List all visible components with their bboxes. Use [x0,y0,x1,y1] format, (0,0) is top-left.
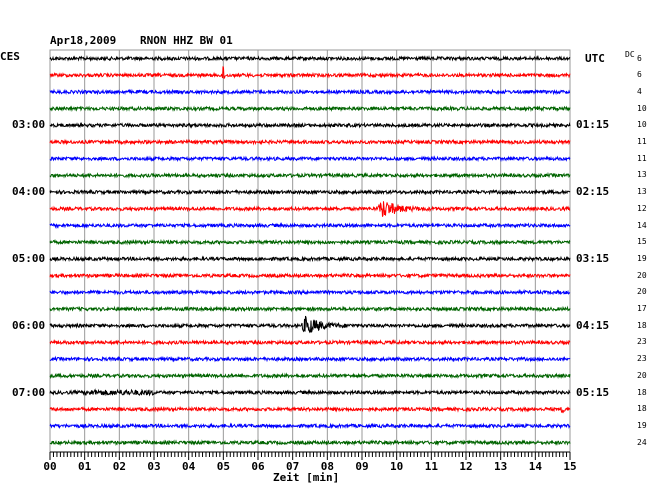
seismic-trace [49,372,571,380]
x-tick-label: 14 [529,460,543,473]
seismic-trace [49,188,571,196]
dc-offset-value: 20 [637,270,647,280]
trace-group [49,54,571,447]
x-tick-label: 05 [217,460,230,473]
seismic-trace [49,222,571,230]
right-hour-label: 05:15 [576,385,610,399]
seismic-trace [49,54,571,62]
dc-offset-value: 13 [637,187,647,197]
seismic-trace [49,105,571,113]
dc-offset-value: 10 [637,120,647,130]
right-hour-label: 02:15 [576,185,610,199]
right-hour-label: 01:15 [576,118,610,132]
x-tick-label: 03 [147,460,160,473]
dc-offset-value: 12 [637,203,647,213]
dc-offset-value: 10 [637,103,647,113]
x-tick-label: 13 [494,460,507,473]
seismic-trace [49,66,571,79]
dc-offset-value: 20 [637,287,647,297]
dc-offset-value: 13 [637,170,647,180]
right-hour-label: 03:15 [576,251,610,265]
left-hour-label: 06:00 [12,318,46,332]
dc-offset-value: 6 [637,70,642,80]
seismic-trace [49,288,571,296]
x-tick-label: 15 [563,460,576,473]
left-hour-label: 05:00 [12,251,46,265]
x-axis-title: Zeit [min] [273,471,340,484]
dc-offset-value: 24 [637,437,647,447]
seismic-trace [49,272,571,280]
x-tick-label: 02 [113,460,126,473]
x-tick-label: 12 [459,460,472,473]
seismic-trace [49,305,571,313]
dc-offset-value: 4 [637,86,642,96]
x-tick-label: 08 [321,460,334,473]
dc-offset-value: 19 [637,253,647,263]
x-tick-label: 10 [390,460,403,473]
seismic-trace [49,315,571,334]
x-tick-label: 01 [78,460,92,473]
seismic-trace [49,355,571,363]
seismic-trace [49,422,571,430]
minute-grid [84,50,536,452]
station-label: RNON HHZ BW 01 [140,34,233,47]
dc-offset-value: 14 [637,220,647,230]
right-hour-label: 04:15 [576,318,610,332]
x-tick-label: 04 [182,460,196,473]
x-tick-label: 00 [43,460,56,473]
x-tick-label: 09 [355,460,368,473]
seismic-trace [49,121,571,129]
dc-offset-value: 20 [637,370,647,380]
seismic-trace [49,439,571,447]
seismic-trace [49,155,571,163]
x-tick-label: 07 [286,460,299,473]
dc-offset-value: 6 [637,53,642,63]
seismic-trace [49,138,571,146]
left-timezone-label: CES [0,50,20,63]
seismic-trace [49,238,571,246]
seismic-trace [49,88,570,96]
dc-offset-value: 17 [637,304,647,313]
date-label: Apr18,2009 [50,34,117,47]
x-tick-label: 06 [251,460,265,473]
dc-offset-value: 18 [637,404,647,414]
dc-offset-value: 23 [637,354,647,364]
dc-offset-value: 15 [637,237,647,247]
seismic-trace [49,405,571,414]
seismic-trace [49,201,571,217]
right-hour-label: UTC [585,51,605,65]
dc-offset-value: 11 [637,137,647,146]
left-hour-label: 04:00 [12,185,46,199]
seismic-trace [49,171,571,179]
dc-offset-value: 11 [637,153,647,163]
dc-label: DC [625,50,635,59]
dc-offset-value: 23 [637,337,647,347]
seismic-trace [49,255,571,263]
x-tick-label: 11 [425,460,439,473]
dc-offset-value: 18 [637,320,647,330]
dc-offset-value: 18 [637,387,647,397]
left-hour-label: 07:00 [12,385,46,399]
left-hour-label: 03:00 [12,118,46,132]
dc-offset-value: 19 [637,420,647,430]
seismic-trace [49,388,571,397]
seismic-trace [49,339,571,346]
x-axis: 00 01 02 03 04 05 06 07 08 09 10 11 12 13 14 15 [43,451,577,473]
